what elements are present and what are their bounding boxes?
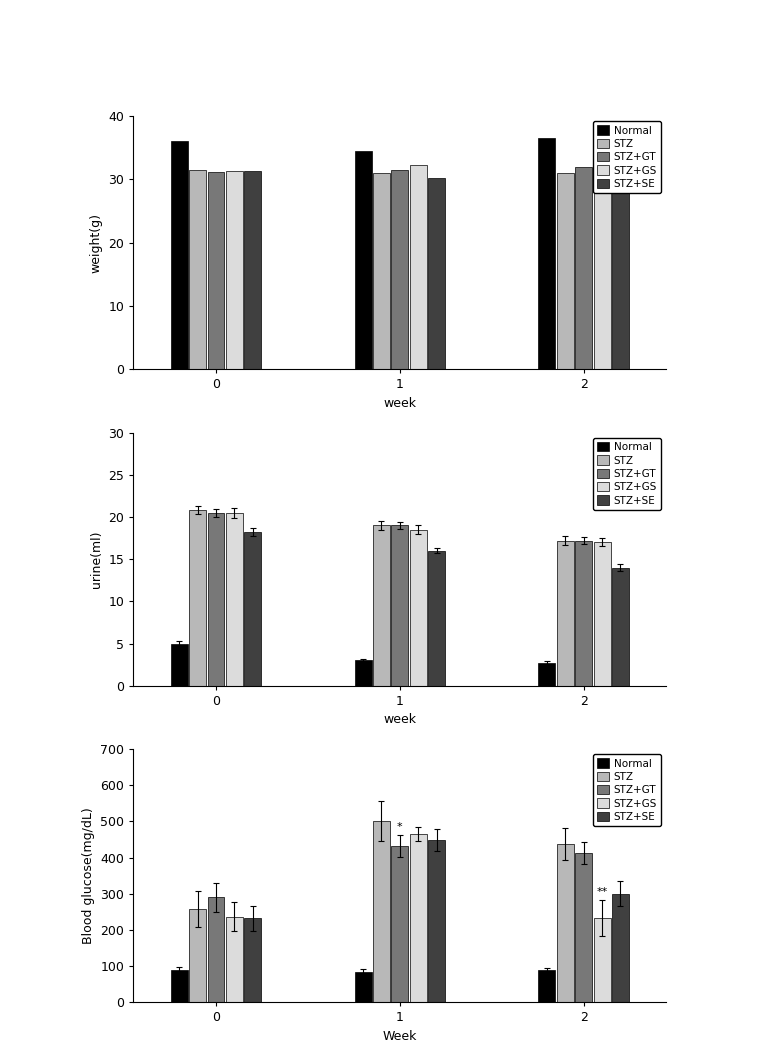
Bar [612,894,629,1002]
Bar [410,530,426,686]
Bar [593,154,611,369]
Bar [428,840,445,1002]
Bar [557,844,574,1002]
Bar [171,141,187,369]
Bar [612,180,629,369]
X-axis label: week: week [383,397,416,409]
Legend: Normal, STZ, STZ+GT, STZ+GS, STZ+SE: Normal, STZ, STZ+GT, STZ+GS, STZ+SE [593,438,661,510]
Bar [557,173,574,369]
Bar [189,170,206,369]
Bar [593,542,611,686]
Bar [189,511,206,686]
Bar [575,167,592,369]
Bar [171,970,187,1002]
Bar [428,178,445,369]
Bar [539,663,555,686]
Bar [391,846,408,1002]
Y-axis label: weight(g): weight(g) [90,213,103,272]
Bar [539,138,555,369]
Bar [391,170,408,369]
Bar [208,513,224,686]
Bar [391,525,408,686]
Bar [539,971,555,1002]
Bar [208,898,224,1002]
Bar [245,532,261,686]
Y-axis label: Blood glucose(mg/dL): Blood glucose(mg/dL) [82,807,95,944]
X-axis label: Week: Week [383,1030,417,1042]
Bar [354,972,372,1002]
Bar [208,172,224,369]
Bar [226,171,243,369]
Bar [189,909,206,1002]
Bar [428,551,445,686]
Bar [354,151,372,369]
Y-axis label: urine(ml): urine(ml) [90,531,103,588]
Bar [410,835,426,1002]
Bar [373,822,390,1002]
X-axis label: week: week [383,713,416,726]
Bar [575,853,592,1002]
Bar [593,918,611,1002]
Bar [575,540,592,686]
Bar [373,525,390,686]
Bar [612,568,629,686]
Bar [245,918,261,1002]
Legend: Normal, STZ, STZ+GT, STZ+GS, STZ+SE: Normal, STZ, STZ+GT, STZ+GS, STZ+SE [593,121,661,193]
Bar [373,173,390,369]
Bar [171,644,187,686]
Bar [226,513,243,686]
Bar [245,171,261,369]
Bar [557,540,574,686]
Legend: Normal, STZ, STZ+GT, STZ+GS, STZ+SE: Normal, STZ, STZ+GT, STZ+GS, STZ+SE [593,754,661,826]
Bar [410,166,426,369]
Text: *: * [397,822,403,831]
Text: **: ** [597,886,608,897]
Bar [354,660,372,686]
Bar [226,917,243,1002]
